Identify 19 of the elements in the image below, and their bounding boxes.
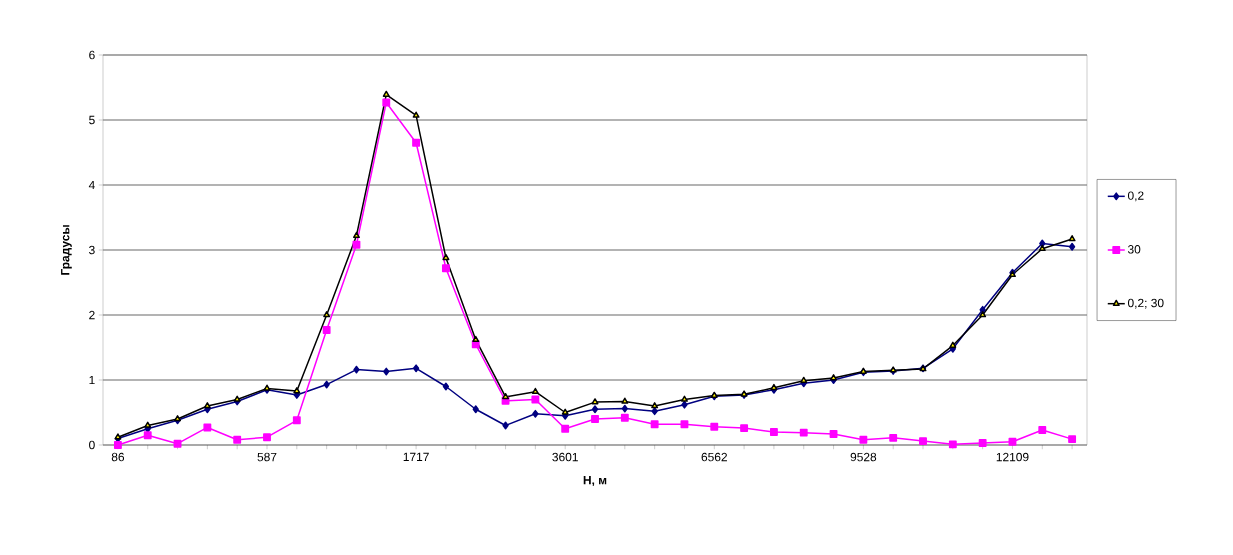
x-axis-title: H, м [583, 476, 607, 487]
y-tick-label: 2 [89, 310, 95, 320]
x-tick-label: 3601 [552, 452, 578, 462]
x-tick-label: 6562 [701, 452, 727, 462]
x-tick-label: 86 [111, 452, 125, 462]
legend-label: 0,2 [1127, 191, 1144, 202]
y-tick-label: 1 [89, 375, 95, 385]
y-tick-label: 4 [88, 180, 95, 190]
y-tick-label: 3 [89, 245, 95, 255]
legend-label: 30 [1127, 245, 1141, 254]
y-tick-label: 6 [89, 50, 95, 60]
x-tick-label: 9528 [850, 452, 877, 462]
y-axis-title: Градусы [61, 225, 72, 275]
x-tick-label: 12109 [996, 452, 1029, 462]
x-tick-label: 1717 [403, 452, 429, 461]
x-tick-label: 587 [257, 452, 277, 462]
y-tick-label: 0 [89, 440, 95, 450]
legend-label: 0,2; 30 [1127, 298, 1164, 309]
y-tick-label: 5 [89, 115, 95, 125]
